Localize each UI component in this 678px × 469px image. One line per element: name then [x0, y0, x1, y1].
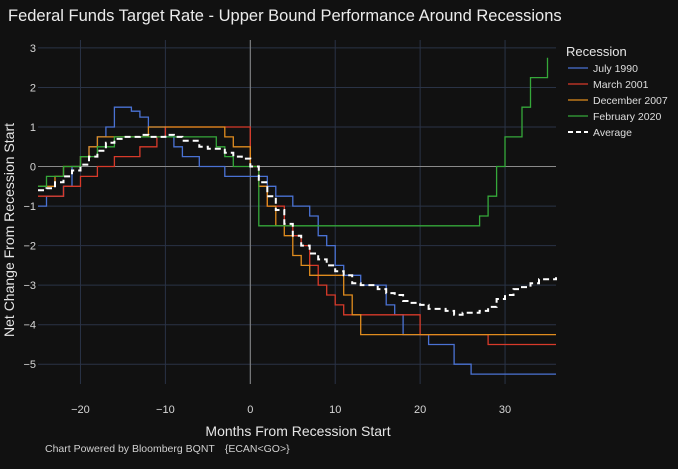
footer-command: {ECAN<GO>} [224, 443, 290, 455]
y-axis-label: Net Change From Recession Start [1, 123, 17, 337]
legend-label-average: Average [593, 127, 632, 139]
legend-label-july-1990: July 1990 [593, 63, 638, 75]
x-axis-label: Months From Recession Start [205, 423, 390, 439]
legend-label-february-2020: February 2020 [593, 111, 661, 123]
y-tick-label: 1 [30, 122, 36, 134]
gridlines [38, 40, 556, 384]
y-tick-label: −1 [23, 201, 36, 213]
x-tick-label: −10 [156, 404, 175, 416]
legend-title: Recession [566, 44, 627, 59]
series-line-december-2007 [38, 126, 556, 336]
y-tick-label: −4 [23, 320, 36, 332]
y-tick-label: 0 [30, 162, 36, 174]
y-tick-label: −5 [23, 359, 36, 371]
legend-label-december-2007: December 2007 [593, 95, 668, 107]
legend-label-march-2001: March 2001 [593, 79, 649, 91]
x-tick-label: −20 [71, 404, 90, 416]
y-tick-label: −2 [23, 241, 36, 253]
x-tick-label: 10 [329, 404, 341, 416]
legend: Recession July 1990 March 2001 December 20… [566, 44, 668, 139]
chart-title: Federal Funds Target Rate - Upper Bound … [8, 7, 562, 25]
footer: Chart Powered by Bloomberg BQNT {ECAN<GO>… [45, 443, 290, 455]
y-tick-label: 3 [30, 43, 36, 55]
y-tick-label: −3 [23, 280, 36, 292]
series-line-average [38, 133, 557, 316]
x-tick-label: 30 [499, 404, 511, 416]
x-tick-label: 20 [414, 404, 426, 416]
series-lines [38, 57, 557, 375]
zero-reference-lines [38, 40, 556, 384]
x-tick-label: 0 [247, 404, 253, 416]
y-tick-label: 2 [30, 82, 36, 94]
footer-powered-by: Chart Powered by Bloomberg BQNT [45, 443, 215, 455]
